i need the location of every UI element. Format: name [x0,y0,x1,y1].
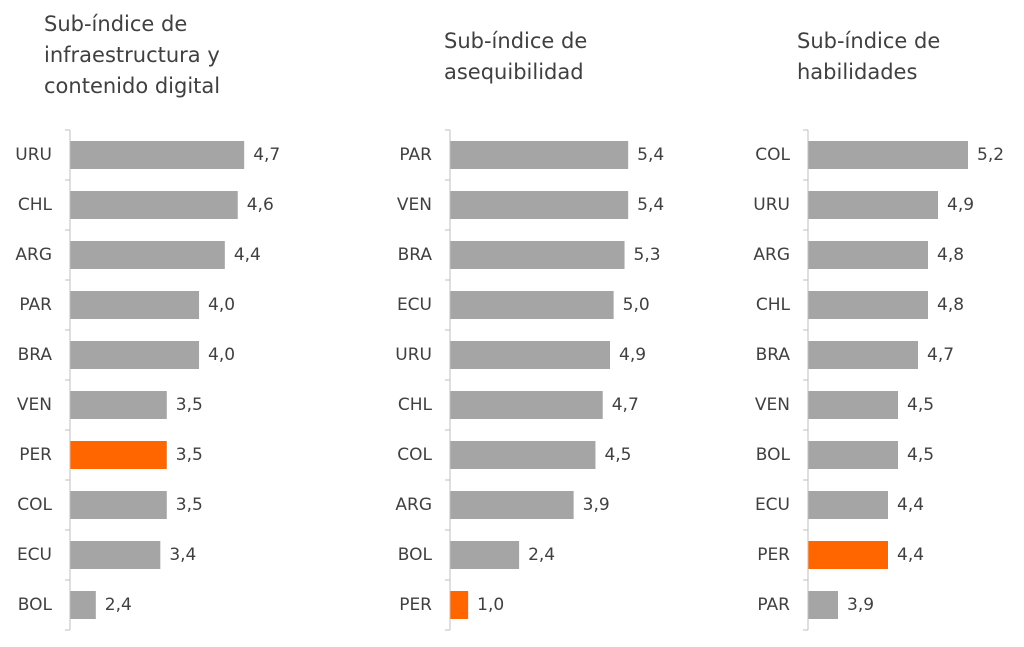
value-label: 4,0 [208,345,235,365]
category-label: PER [19,445,52,465]
chart-title: Sub-índice de [44,12,187,36]
category-label: PAR [757,595,790,615]
bar [450,141,629,169]
bar [70,591,96,619]
chart-title: Sub-índice de [797,29,940,53]
category-label: ARG [753,245,790,265]
category-label: BRA [398,245,433,265]
chart-title: habilidades [797,60,917,84]
category-label: VEN [397,195,432,215]
category-label: PER [399,595,432,615]
bar [450,441,596,469]
category-label: VEN [17,395,52,415]
bar [450,491,574,519]
value-label: 5,4 [637,145,664,165]
value-label: 3,5 [176,495,203,515]
bar [808,141,968,169]
bar [808,341,918,369]
category-label: ECU [755,495,790,515]
value-label: 4,8 [937,245,964,265]
category-label: ARG [395,495,432,515]
bar [808,191,938,219]
bar [450,241,625,269]
value-label: 2,4 [105,595,132,615]
chart-title: infraestructura y [44,43,220,67]
value-label: 4,7 [612,395,639,415]
value-label: 2,4 [528,545,555,565]
category-label: CHL [18,195,53,215]
bar [450,291,614,319]
bar [450,541,520,569]
category-label: BOL [756,445,791,465]
value-label: 4,5 [907,395,934,415]
bar [70,141,245,169]
value-label: 4,9 [947,195,974,215]
category-label: ECU [397,295,432,315]
value-label: 4,7 [927,345,954,365]
category-label: URU [15,145,52,165]
category-label: CHL [756,295,791,315]
category-label: COL [397,445,432,465]
value-label: 3,4 [169,545,196,565]
category-label: ARG [15,245,52,265]
bar [808,291,928,319]
bar [808,541,888,569]
bar [450,591,469,619]
value-label: 4,8 [937,295,964,315]
chart-title: asequibilidad [444,60,584,84]
value-label: 4,5 [907,445,934,465]
value-label: 1,0 [477,595,504,615]
category-label: PAR [19,295,52,315]
value-label: 4,4 [234,245,261,265]
value-label: 3,5 [176,445,203,465]
value-label: 4,4 [897,545,924,565]
category-label: VEN [755,395,790,415]
bar [808,491,888,519]
category-label: URU [395,345,432,365]
bar [808,241,928,269]
bar [70,191,238,219]
category-label: BOL [18,595,53,615]
value-label: 4,6 [247,195,274,215]
chart-title: Sub-índice de [444,29,587,53]
bar [450,341,610,369]
value-label: 5,0 [623,295,650,315]
value-label: 5,4 [637,195,664,215]
bar [70,491,167,519]
value-label: 3,9 [847,595,874,615]
bar [70,391,167,419]
value-label: 4,5 [604,445,631,465]
bar [808,391,898,419]
bar [450,391,603,419]
bar [70,241,225,269]
category-label: URU [753,195,790,215]
value-label: 4,4 [897,495,924,515]
value-label: 4,0 [208,295,235,315]
category-label: BRA [756,345,791,365]
category-label: BOL [398,545,433,565]
value-label: 3,5 [176,395,203,415]
bar [70,441,167,469]
bar [70,341,200,369]
bar [808,441,898,469]
bar [70,541,161,569]
category-label: PER [757,545,790,565]
category-label: CHL [398,395,433,415]
bar [450,191,629,219]
value-label: 4,7 [253,145,280,165]
category-label: COL [17,495,52,515]
value-label: 5,3 [634,245,661,265]
bar [70,291,200,319]
category-label: BRA [18,345,53,365]
value-label: 3,9 [583,495,610,515]
category-label: PAR [399,145,432,165]
bar [808,591,838,619]
value-label: 5,2 [977,145,1004,165]
chart-title: contenido digital [44,74,220,98]
value-label: 4,9 [619,345,646,365]
category-label: COL [755,145,790,165]
category-label: ECU [17,545,52,565]
